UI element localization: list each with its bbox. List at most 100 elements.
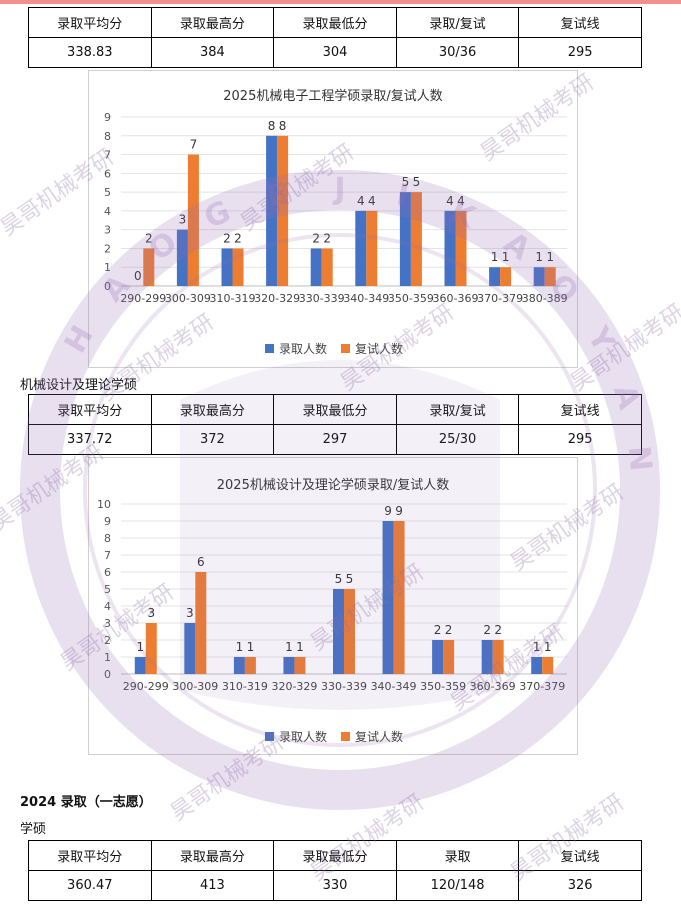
data-label: 2 (234, 231, 242, 245)
table-header-cell: 录取/复试 (395, 394, 520, 425)
bar-retest (443, 640, 455, 674)
data-label: 1 (236, 640, 244, 654)
table-row: 338.83 384 304 30/36 295 (28, 37, 642, 68)
x-tick-label: 340-349 (371, 680, 417, 693)
x-tick-label: 360-369 (433, 292, 479, 305)
table-cell: 297 (273, 424, 397, 455)
top-cutoff-line (0, 0, 681, 4)
y-tick-label: 10 (97, 498, 111, 511)
x-tick-label: 370-379 (477, 292, 523, 305)
y-tick-label: 1 (104, 261, 111, 274)
stats-table-1: 录取平均分 录取最高分 录取最低分 录取/复试 复试线 338.83 384 3… (28, 7, 642, 68)
table-header-cell: 录取最高分 (150, 394, 275, 425)
chart-title: 2025机械设计及理论学硕录取/复试人数 (216, 478, 450, 493)
y-tick-label: 8 (104, 130, 111, 143)
x-tick-label: 320-329 (254, 292, 300, 305)
y-tick-label: 5 (104, 583, 111, 596)
bar-retest (366, 210, 378, 286)
y-tick-label: 5 (104, 186, 111, 199)
table-header-cell: 录取最低分 (273, 394, 397, 425)
bar-admitted (283, 657, 295, 674)
data-label: 1 (491, 250, 499, 264)
x-tick-label: 320-329 (271, 680, 317, 693)
bar-retest (145, 623, 157, 674)
y-tick-label: 7 (104, 549, 111, 562)
legend-label: 录取人数 (279, 341, 327, 356)
data-label: 7 (190, 138, 198, 152)
y-tick-label: 8 (104, 532, 111, 545)
bar-retest (143, 248, 155, 286)
x-tick-label: 350-359 (388, 292, 434, 305)
y-tick-label: 3 (104, 224, 111, 237)
data-label: 1 (535, 250, 543, 264)
x-tick-label: 300-309 (165, 292, 211, 305)
section-heading: 机械设计及理论学硕 (20, 378, 138, 393)
data-label: 5 (335, 572, 343, 586)
table-cell: 295 (518, 37, 642, 68)
table-header-row: 录取平均分 录取最高分 录取最低分 录取/复试 复试线 (28, 394, 642, 425)
bar-retest (393, 521, 405, 674)
data-label: 1 (247, 640, 255, 654)
data-label: 2 (494, 623, 502, 637)
data-label: 1 (502, 250, 510, 264)
bar-admitted (221, 248, 233, 286)
data-label: 5 (402, 175, 410, 189)
legend-label: 复试人数 (355, 341, 403, 356)
table-header-cell: 录取 (395, 840, 520, 871)
data-label: 1 (285, 640, 293, 654)
data-label: 4 (457, 194, 465, 208)
bar-admitted (444, 210, 456, 286)
chart-mechanical-design: 2025机械设计及理论学硕录取/复试人数 0 1 2 3 4 5 6 7 8 9 10 1 3 290-2… (88, 457, 578, 755)
section-subheading: 学硕 (20, 822, 47, 837)
bar-retest (500, 267, 512, 286)
bar-retest (492, 640, 504, 674)
table-header-cell: 复试线 (518, 394, 642, 425)
table-header-cell: 录取平均分 (28, 840, 152, 871)
table-header-row: 录取平均分 录取最高分 录取最低分 录取 复试线 (28, 840, 642, 871)
x-tick-label: 290-299 (123, 680, 169, 693)
x-tick-label: 310-319 (222, 680, 268, 693)
bar-admitted (310, 248, 322, 286)
section-heading: 2024 录取（一志愿） (20, 795, 152, 810)
table-cell: 372 (150, 424, 275, 455)
x-tick-label: 340-349 (343, 292, 389, 305)
data-label: 2 (223, 231, 231, 245)
seal-letter: Y (580, 320, 622, 358)
data-label: 2 (323, 231, 331, 245)
data-label: 2 (445, 623, 453, 637)
bar-admitted (184, 623, 196, 674)
data-label: 3 (147, 606, 155, 620)
data-label: 3 (179, 213, 187, 227)
table-cell: 337.72 (28, 424, 152, 455)
data-label: 6 (197, 555, 205, 569)
x-tick-label: 310-319 (210, 292, 256, 305)
y-tick-label: 6 (104, 167, 111, 180)
bar-retest (321, 248, 333, 286)
bar-retest (187, 154, 199, 286)
y-tick-label: 0 (104, 280, 111, 293)
y-tick-label: 6 (104, 566, 111, 579)
data-label: 8 (268, 119, 276, 133)
legend-swatch (341, 732, 350, 741)
bar-admitted (333, 589, 344, 674)
legend-label: 复试人数 (355, 729, 403, 744)
chart-title: 2025机械电子工程学硕录取/复试人数 (223, 89, 443, 104)
table-header-row: 录取平均分 录取最高分 录取最低分 录取/复试 复试线 (28, 7, 642, 38)
y-tick-label: 1 (104, 651, 111, 664)
data-label: 2 (483, 623, 491, 637)
bar-retest (294, 657, 306, 674)
bar-admitted (355, 210, 367, 286)
x-tick-label: 370-379 (519, 680, 565, 693)
table-header-cell: 录取/复试 (395, 7, 520, 38)
data-label: 2 (312, 231, 320, 245)
x-tick-label: 300-309 (172, 680, 218, 693)
bar-admitted (432, 640, 444, 674)
bar-admitted (481, 640, 493, 674)
y-tick-label: 7 (104, 149, 111, 162)
table-row: 337.72 372 297 25/30 295 (28, 424, 642, 455)
x-tick-label: 360-369 (470, 680, 516, 693)
legend-swatch (265, 344, 274, 353)
data-label: 5 (413, 175, 421, 189)
